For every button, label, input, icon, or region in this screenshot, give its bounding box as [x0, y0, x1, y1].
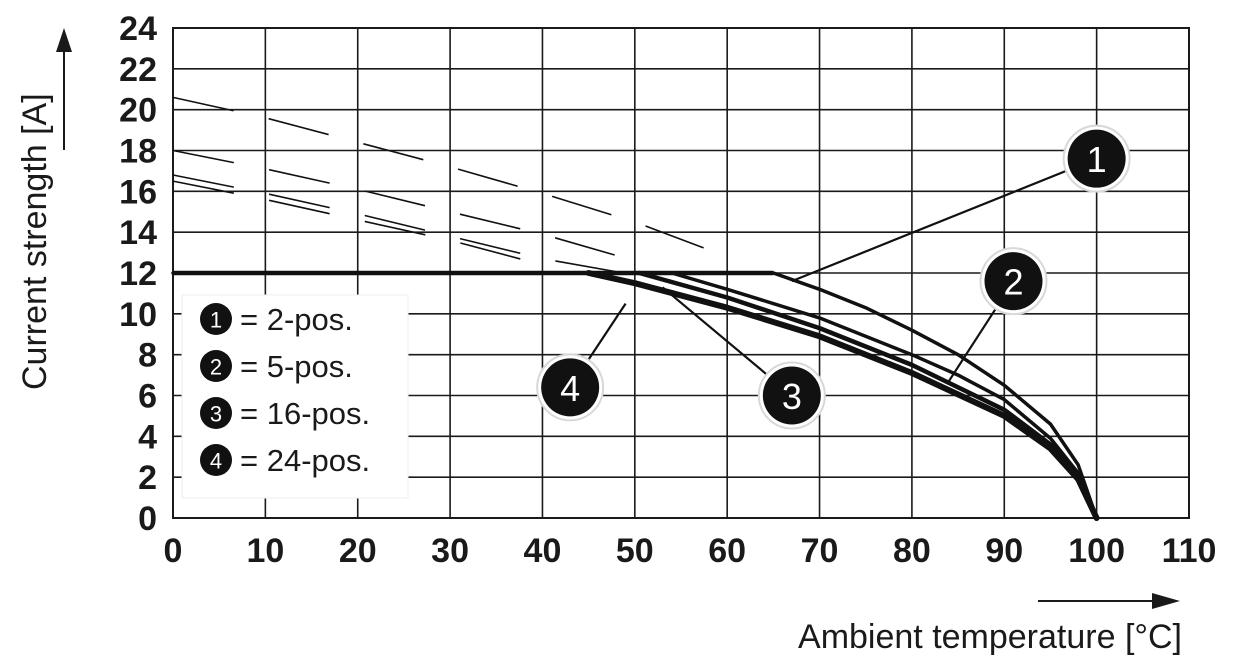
callout-badge-4: 4 [536, 353, 605, 422]
legend: 1 = 2-pos. 2 = 5-pos. 3 = 16-pos. 4 = 24-pos. [181, 294, 409, 499]
callout-leader [791, 157, 1098, 283]
y-axis-title: Current strength [A] [16, 93, 54, 390]
x-tick-label: 60 [708, 532, 746, 570]
legend-badge-label: 3 [210, 402, 222, 427]
callout-badge-circle [984, 252, 1043, 311]
x-axis-title: Ambient temperature [°C] [798, 618, 1182, 656]
callout-badge-circle [541, 358, 600, 417]
callout-badge-3: 3 [757, 361, 826, 430]
legend-entry: 4 = 24-pos. [200, 443, 370, 478]
x-tick-label: 10 [246, 532, 284, 570]
callout-badge-label: 1 [1087, 139, 1107, 180]
legend-label: = 5-pos. [240, 349, 353, 384]
solid-curves [171, 270, 1100, 521]
y-tick-label: 0 [138, 500, 157, 538]
callout-badge-2: 2 [979, 247, 1048, 316]
x-axis-arrow [1038, 593, 1180, 609]
series-2-dashed-curve [172, 149, 636, 262]
legend-badge-circle [200, 444, 232, 476]
x-tick-label: 0 [164, 532, 183, 570]
callout-badges: 1 2 3 4 [536, 124, 1131, 430]
legend-entry: 1 = 2-pos. [200, 302, 353, 337]
legend-badge-circle [200, 350, 232, 382]
x-tick-label: 20 [339, 532, 377, 570]
legend-badge-label: 4 [210, 449, 222, 474]
x-tick-label: 70 [801, 532, 839, 570]
y-tick-label: 8 [138, 337, 157, 375]
x-tick-label: 90 [985, 532, 1023, 570]
y-tick-label: 10 [119, 296, 157, 334]
callout-badge-label: 2 [1003, 262, 1023, 303]
x-tick-label: 110 [1162, 532, 1217, 570]
dashed-curves [172, 96, 728, 276]
legend-entry: 2 = 5-pos. [200, 349, 353, 384]
x-tick-label: 40 [524, 532, 562, 570]
y-axis-arrow [56, 28, 72, 150]
x-tick-label: 100 [1068, 532, 1125, 570]
x-tick-labels: 0 10 20 30 40 50 60 70 80 90 100 110 [164, 532, 1217, 570]
series-4-dashed-curve [172, 180, 543, 266]
y-tick-label: 18 [119, 133, 157, 171]
callout-badge-circle [1067, 129, 1126, 188]
legend-label: = 2-pos. [240, 302, 353, 337]
callout-badge-label: 3 [782, 376, 802, 417]
x-tick-label: 80 [893, 532, 931, 570]
x-tick-label: 30 [431, 532, 469, 570]
legend-badge-circle [200, 303, 232, 335]
y-tick-label: 24 [119, 10, 157, 48]
series-1-curve [171, 271, 1099, 520]
y-tick-label: 12 [119, 255, 157, 293]
y-tick-label: 4 [138, 418, 157, 456]
series-4-curve [585, 270, 1100, 521]
y-tick-label: 16 [119, 173, 157, 211]
callout-badge-circle [762, 366, 821, 425]
legend-badge-label: 2 [210, 355, 222, 380]
legend-badge-label: 1 [210, 308, 222, 333]
legend-label: = 16-pos. [240, 396, 370, 431]
legend-badge-circle [200, 397, 232, 429]
y-tick-label: 6 [138, 378, 157, 416]
y-tick-label: 14 [119, 214, 157, 252]
callout-badge-1: 1 [1062, 124, 1131, 193]
y-tick-label: 20 [119, 92, 157, 130]
legend-label: = 24-pos. [240, 443, 370, 478]
y-tick-label: 22 [119, 51, 157, 89]
y-tick-label: 2 [138, 459, 157, 497]
legend-entry: 3 = 16-pos. [200, 396, 370, 431]
callout-badge-label: 4 [560, 368, 580, 409]
series-3-dashed-curve [172, 174, 635, 276]
x-tick-label: 50 [616, 532, 654, 570]
series-2-curve [670, 271, 1099, 520]
